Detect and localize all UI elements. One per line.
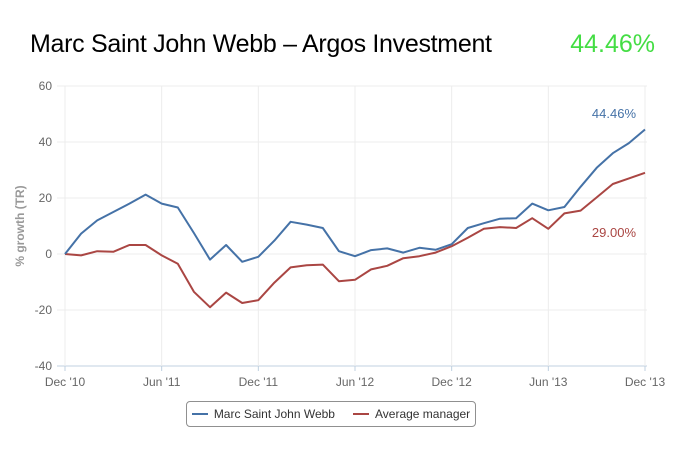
headline-growth-value: 44.46% <box>570 30 655 58</box>
chart-legend: Marc Saint John Webb Average manager <box>186 401 476 427</box>
legend-item-average-manager[interactable]: Average manager <box>352 407 471 421</box>
legend-label: Marc Saint John Webb <box>213 407 335 421</box>
y-tick-label: -40 <box>35 359 53 373</box>
legend-item-marc-saint-john-webb[interactable]: Marc Saint John Webb <box>191 407 335 421</box>
x-tick-label: Jun '13 <box>529 375 568 389</box>
y-axis: 60 40 20 0 -20 -40 <box>35 79 53 373</box>
y-tick-label: 40 <box>39 135 53 149</box>
series-line-marc-saint-john-webb <box>64 128 646 263</box>
legend-swatch-blue <box>191 413 208 415</box>
y-tick-label: -20 <box>35 303 53 317</box>
x-axis: Dec '10 Jun '11 Dec '11 Jun '12 Dec '12 Jun '… <box>45 366 666 389</box>
y-tick-label: 60 <box>39 79 53 93</box>
y-axis-label: % growth (TR) <box>13 185 27 266</box>
chart-grid <box>57 85 647 367</box>
legend-swatch-red <box>352 413 369 415</box>
series-line-average-manager <box>64 171 646 309</box>
end-label-marc-saint-john-webb: 44.46% <box>592 106 637 121</box>
y-tick-label: 0 <box>45 247 52 261</box>
end-label-average-manager: 29.00% <box>592 225 637 240</box>
x-tick-label: Jun '11 <box>143 375 181 389</box>
end-labels: 44.46% 29.00% <box>592 106 637 240</box>
x-tick-label: Jun '12 <box>336 375 375 389</box>
page-title: Marc Saint John Webb – Argos Investment <box>30 30 492 58</box>
x-tick-label: Dec '11 <box>239 375 279 389</box>
chart-series <box>64 128 646 309</box>
y-tick-label: 20 <box>39 191 53 205</box>
x-tick-label: Dec '12 <box>432 375 473 389</box>
x-tick-label: Dec '13 <box>625 375 666 389</box>
x-tick-label: Dec '10 <box>45 375 86 389</box>
legend-label: Average manager <box>374 407 471 421</box>
